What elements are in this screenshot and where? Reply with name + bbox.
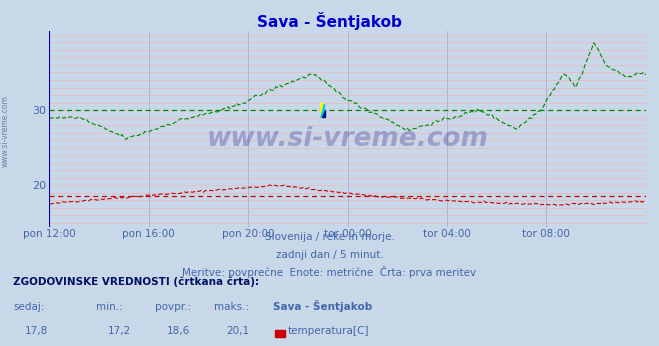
Text: min.:: min.: [96, 302, 123, 312]
Polygon shape [322, 110, 324, 117]
Text: 17,2: 17,2 [107, 326, 130, 336]
Text: zadnji dan / 5 minut.: zadnji dan / 5 minut. [275, 251, 384, 261]
Polygon shape [321, 103, 324, 117]
Text: Meritve: povprečne  Enote: metrične  Črta: prva meritev: Meritve: povprečne Enote: metrične Črta:… [183, 266, 476, 279]
Text: www.si-vreme.com: www.si-vreme.com [1, 95, 10, 167]
Text: ZGODOVINSKE VREDNOSTI (črtkana črta):: ZGODOVINSKE VREDNOSTI (črtkana črta): [13, 277, 259, 288]
Polygon shape [321, 103, 324, 117]
Text: maks.:: maks.: [214, 302, 249, 312]
Text: Sava - Šentjakob: Sava - Šentjakob [257, 12, 402, 30]
Text: Slovenija / reke in morje.: Slovenija / reke in morje. [264, 233, 395, 243]
Text: 17,8: 17,8 [25, 326, 48, 336]
Text: 20,1: 20,1 [226, 326, 249, 336]
Text: www.si-vreme.com: www.si-vreme.com [207, 126, 488, 152]
Text: temperatura[C]: temperatura[C] [288, 326, 370, 336]
Text: sedaj:: sedaj: [13, 302, 45, 312]
Text: povpr.:: povpr.: [155, 302, 191, 312]
Text: 18,6: 18,6 [167, 326, 190, 336]
Text: Sava - Šentjakob: Sava - Šentjakob [273, 300, 373, 312]
